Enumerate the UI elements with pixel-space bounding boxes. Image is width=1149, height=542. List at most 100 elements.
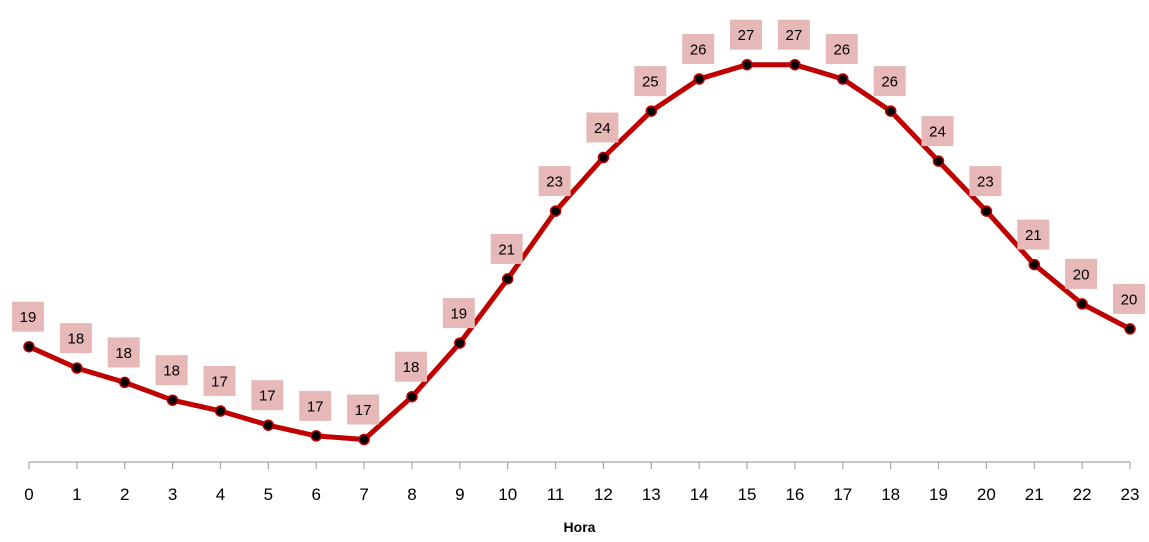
data-label-box — [12, 301, 44, 332]
data-label: 18 — [107, 337, 140, 368]
data-point — [980, 205, 993, 217]
data-label-box — [1017, 219, 1050, 250]
data-label-box — [777, 19, 810, 50]
x-tick-label: 23 — [1121, 485, 1140, 504]
series-line — [26, 62, 1133, 442]
data-label-box — [682, 34, 715, 64]
data-label-box — [1113, 283, 1145, 314]
x-tick-label: 18 — [881, 485, 900, 504]
data-label-text: 17 — [259, 388, 276, 405]
x-tick-label: 14 — [690, 485, 709, 504]
x-tick-label: 9 — [455, 485, 464, 504]
data-label-text: 26 — [833, 42, 850, 59]
data-point — [23, 340, 35, 353]
data-label: 20 — [1113, 283, 1145, 314]
data-label-box — [490, 233, 523, 264]
data-label-text: 21 — [498, 241, 515, 258]
data-label: 17 — [251, 380, 284, 411]
data-label-text: 18 — [163, 363, 180, 380]
data-label-text: 23 — [977, 174, 994, 191]
data-label-text: 23 — [546, 174, 563, 191]
x-tick-label: 0 — [24, 485, 33, 504]
data-label-box — [873, 66, 906, 97]
data-label-text: 21 — [1025, 227, 1042, 244]
data-label-box — [347, 394, 380, 425]
data-label: 26 — [873, 66, 906, 97]
x-tick-label: 13 — [642, 485, 661, 504]
data-label: 25 — [634, 66, 667, 97]
data-label: 26 — [682, 34, 715, 64]
data-label-box — [155, 355, 188, 386]
data-point — [1076, 298, 1088, 310]
x-tick-label: 5 — [264, 485, 273, 504]
data-point — [693, 73, 705, 85]
data-label: 17 — [347, 394, 380, 425]
x-tick-label: 19 — [929, 485, 948, 504]
data-label-box — [730, 19, 762, 50]
data-label: 20 — [1065, 258, 1098, 289]
data-point — [358, 433, 370, 446]
data-labels: 19 18 18 18 17 17 17 17 18 19 21 23 24 25 26 27 27 26 26 24… — [12, 19, 1145, 425]
data-label: 23 — [538, 166, 571, 197]
data-label-text: 18 — [115, 345, 132, 362]
data-label-text: 18 — [403, 359, 420, 376]
data-label-box — [969, 166, 1002, 197]
data-label-text: 27 — [786, 27, 803, 44]
data-label: 23 — [969, 166, 1002, 197]
data-label-box — [1065, 258, 1098, 289]
data-label: 18 — [59, 323, 92, 354]
x-tick-label: 4 — [216, 485, 225, 504]
x-tick-label: 2 — [120, 485, 129, 504]
x-tick-label: 22 — [1073, 485, 1092, 504]
data-label-box — [825, 34, 858, 64]
data-point — [884, 105, 897, 117]
data-point — [454, 337, 466, 349]
data-label: 24 — [921, 116, 954, 147]
data-label-box — [634, 66, 667, 97]
data-label-box — [107, 337, 140, 368]
data-label: 27 — [730, 19, 762, 50]
data-point — [262, 419, 275, 431]
data-point — [837, 73, 849, 85]
data-point — [501, 273, 514, 285]
data-label-box — [586, 112, 619, 143]
data-point — [166, 394, 179, 406]
data-label-box — [395, 351, 427, 382]
x-tick-label: 6 — [311, 485, 320, 504]
data-label-text: 17 — [307, 398, 324, 415]
x-tick-label: 8 — [407, 485, 416, 504]
data-label-box — [251, 380, 284, 411]
x-tick-label: 10 — [498, 485, 517, 504]
data-point — [214, 405, 227, 417]
x-axis-ticks — [28, 462, 1131, 469]
data-label-box — [442, 298, 475, 329]
data-label: 19 — [442, 298, 475, 329]
x-tick-label: 3 — [168, 485, 177, 504]
data-label: 24 — [586, 112, 619, 143]
x-tick-label: 21 — [1025, 485, 1044, 504]
data-point — [406, 390, 418, 403]
data-label: 26 — [825, 34, 858, 64]
data-label-text: 20 — [1121, 291, 1138, 308]
data-point — [741, 58, 753, 71]
data-point — [118, 376, 131, 389]
x-tick-label: 17 — [833, 485, 852, 504]
data-label: 17 — [299, 390, 332, 421]
data-point — [1028, 258, 1041, 271]
data-label-text: 17 — [355, 402, 372, 419]
data-label-text: 26 — [690, 42, 707, 59]
data-label: 18 — [395, 351, 427, 382]
x-tick-label: 1 — [72, 485, 81, 504]
data-label: 18 — [155, 355, 188, 386]
data-point — [310, 430, 322, 442]
x-tick-label: 7 — [359, 485, 368, 504]
data-label: 21 — [490, 233, 523, 264]
x-tick-label: 11 — [547, 485, 565, 504]
data-label: 27 — [777, 19, 810, 50]
x-tick-label: 16 — [785, 485, 804, 504]
data-label-text: 18 — [68, 331, 85, 348]
data-point — [1124, 323, 1136, 335]
data-point — [789, 58, 801, 71]
data-label-text: 19 — [20, 309, 37, 326]
